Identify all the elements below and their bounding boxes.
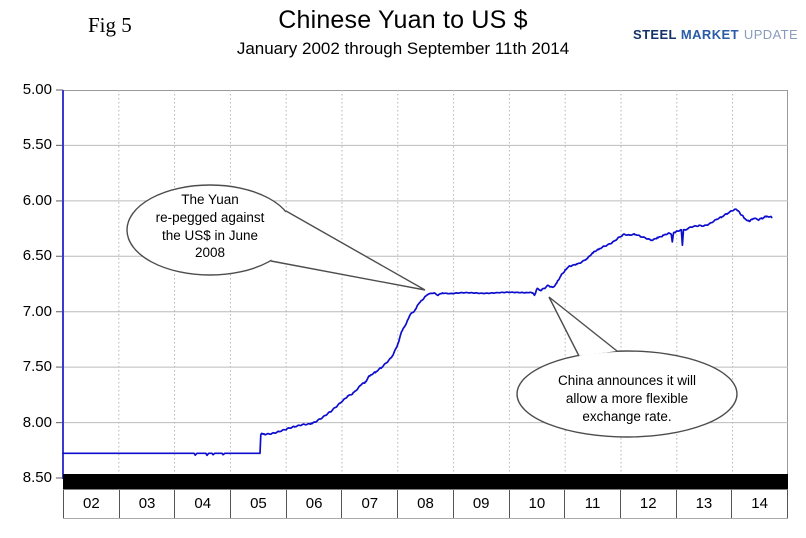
callout-repeg-2008-text: The Yuan re-pegged against the US$ in Ju… bbox=[155, 192, 265, 261]
steel-market-update-logo: STEEL MARKET UPDATE bbox=[628, 12, 798, 60]
series-path bbox=[62, 208, 773, 457]
x-tick-label: 13 bbox=[675, 490, 732, 518]
y-tick-label: 8.50 bbox=[22, 469, 52, 486]
chart-title: Chinese Yuan to US $ bbox=[278, 6, 528, 34]
x-tick-label: 08 bbox=[397, 490, 453, 518]
y-tick-label: 6.00 bbox=[22, 192, 52, 209]
x-tick-label: 09 bbox=[452, 490, 509, 518]
y-axis-ticks bbox=[56, 89, 63, 479]
x-tick-label: 03 bbox=[118, 490, 175, 518]
logo-word-update: UPDATE bbox=[743, 27, 799, 42]
y-tick-label: 7.50 bbox=[22, 358, 52, 375]
chart-subtitle: January 2002 through September 11th 2014 bbox=[236, 39, 570, 58]
y-tick-label: 5.00 bbox=[22, 81, 52, 98]
x-tick-label: 10 bbox=[508, 490, 565, 518]
x-tick-label: 07 bbox=[341, 490, 397, 518]
logo-word-steel: STEEL bbox=[633, 27, 677, 42]
logo-text: STEEL MARKET UPDATE bbox=[633, 27, 798, 42]
x-tick-label: 05 bbox=[230, 490, 286, 518]
y-tick-label: 7.00 bbox=[22, 303, 52, 320]
y-tick-label: 6.50 bbox=[22, 247, 52, 264]
figure-number-label: Fig 5 bbox=[88, 13, 132, 37]
callout-flexible-rate-2010 bbox=[516, 296, 738, 438]
x-tick-label: 14 bbox=[731, 490, 788, 518]
logo-word-market: MARKET bbox=[680, 27, 739, 42]
callout-repeg-2008 bbox=[126, 184, 426, 291]
x-tick-label: 06 bbox=[285, 490, 342, 518]
y-tick-label: 5.50 bbox=[22, 136, 52, 153]
x-axis-black-band bbox=[63, 474, 788, 490]
y-tick-label: 8.00 bbox=[22, 414, 52, 431]
x-tick-label: 04 bbox=[174, 490, 230, 518]
x-tick-label: 02 bbox=[63, 490, 119, 518]
x-axis-label-row: 02 03 04 05 06 07 08 09 10 11 12 13 14 bbox=[63, 490, 788, 519]
callout-flexible-rate-2010-text: China announces it will allow a more fle… bbox=[557, 373, 697, 424]
x-tick-label: 11 bbox=[564, 490, 620, 518]
x-tick-label: 12 bbox=[619, 490, 676, 518]
